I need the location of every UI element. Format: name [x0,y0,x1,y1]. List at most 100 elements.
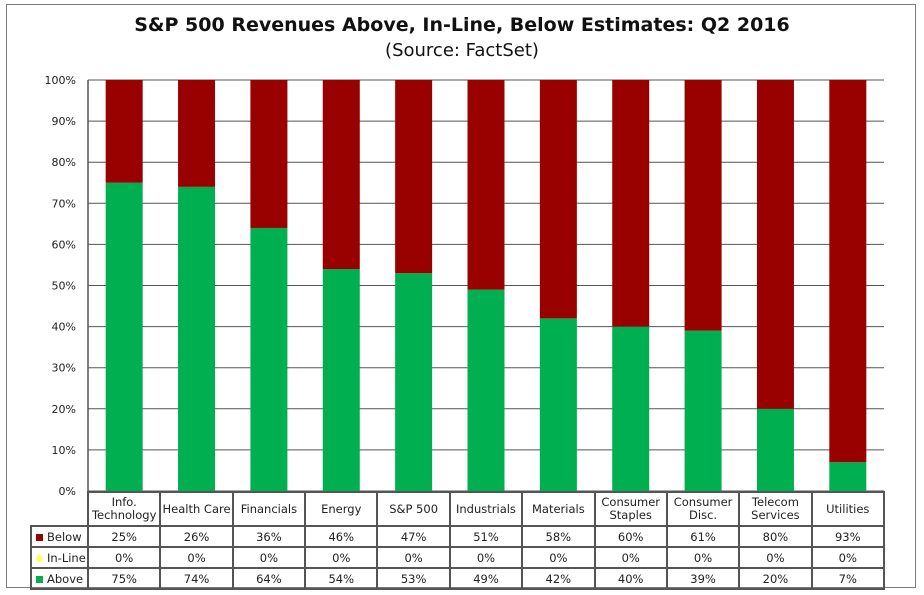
bar-above [250,227,288,491]
category-label-line: Materials [531,501,585,516]
category-label: Industrials [448,491,524,527]
legend-entry: Below [30,525,89,548]
category-label-line: Energy [321,501,362,516]
legend-swatch [36,575,43,583]
data-label: 0% [738,546,813,569]
bar-below [250,80,288,228]
category-label-line: Consumer [601,495,661,509]
bar-above [105,182,143,491]
data-label: 46% [304,525,379,548]
data-label: 51% [448,525,524,548]
data-label: 0% [810,546,885,569]
y-tick-label: 50% [52,280,76,293]
data-label: 0% [159,546,234,569]
legend-entry: In-Line [30,546,89,569]
chart-subtitle: (Source: FactSet) [385,40,539,61]
data-label: 0% [448,546,524,569]
table-row: Below 25% 26% 36% 46% 47% 51% 58% 60% 61% 80% 93% [30,525,885,548]
y-tick-label: 90% [52,115,76,128]
category-label: Consumer Disc. [665,491,741,527]
y-tick-label: 0% [59,485,76,498]
category-label-line: Services [751,508,800,522]
category-label-line: Technology [91,508,157,522]
data-label: 80% [738,525,813,548]
legend-entry: Above [30,567,89,590]
bar-below [178,80,216,187]
bar-above [612,326,650,491]
y-tick-label: 100% [45,74,76,87]
data-label: 20% [738,567,813,590]
bar-above [829,462,867,491]
data-label: 54% [304,567,379,590]
category-label-line: Disc. [689,508,718,522]
category-label: Utilities [810,491,885,527]
bar-below [539,80,577,319]
category-label: Financials [231,491,307,527]
bar-above [178,186,216,492]
bar-below [829,80,867,463]
category-label-line: Financials [240,501,298,516]
bar-below [467,80,505,290]
data-label: 64% [231,567,307,590]
category-label-line: Telecom [751,495,799,509]
bar-above [395,273,433,491]
data-label: 58% [521,525,596,548]
data-label: 39% [665,567,741,590]
data-label: 25% [86,525,162,548]
data-label: 47% [376,525,451,548]
table-row: Above 75% 74% 64% 54% 53% 49% 42% 40% 39% 20% 7% [30,567,885,590]
data-label: 0% [231,546,307,569]
y-tick-label: 40% [52,321,76,334]
legend-swatch [36,554,43,562]
category-label: Consumer Staples [593,491,668,527]
data-table: Info. Technology Health Care Financials Ener… [30,491,885,590]
category-label-line: S&P 500 [389,501,439,516]
table-row: In-Line 0% 0% 0% 0% 0% 0% 0% 0% 0% 0% 0% [30,546,885,569]
legend-label: Above [47,571,84,586]
data-label: 49% [448,567,524,590]
category-label-line: Utilities [826,501,870,516]
data-label: 7% [810,567,885,590]
chart-title: S&P 500 Revenues Above, In-Line, Below E… [134,14,790,36]
bar-below [684,80,722,331]
bar-below [612,80,650,327]
data-label: 0% [665,546,741,569]
data-label: 75% [86,567,162,590]
category-label: Telecom Services [738,491,813,527]
data-label: 36% [231,525,307,548]
y-tick-label: 10% [52,444,76,457]
data-label: 0% [376,546,451,569]
category-label-line: Info. [111,495,137,509]
category-label: Health Care [159,491,234,527]
y-tick-label: 70% [52,197,76,210]
legend-swatch [36,533,43,541]
bar-above [684,330,722,491]
y-tick-label: 30% [52,362,76,375]
y-tick-label: 80% [52,156,76,169]
data-label: 53% [376,567,451,590]
legend-label: In-Line [47,550,86,565]
bar-below [105,80,143,183]
bar-below [395,80,433,274]
bar-above [467,289,505,491]
data-label: 0% [593,546,668,569]
category-label-line: Health Care [162,501,231,516]
bar-below [756,80,794,409]
legend-label: Below [47,529,82,544]
bar-above [539,318,577,491]
bar-above [756,408,794,491]
bar-below [322,80,360,270]
data-label: 0% [304,546,379,569]
data-label: 61% [665,525,741,548]
data-label: 93% [810,525,885,548]
data-label: 0% [521,546,596,569]
data-label: 42% [521,567,596,590]
y-tick-label: 60% [52,238,76,251]
data-label: 60% [593,525,668,548]
category-label-line: Industrials [456,501,516,516]
data-label: 74% [159,567,234,590]
data-label: 40% [593,567,668,590]
category-label: Energy [304,491,379,527]
category-label: Info. Technology [86,491,162,527]
